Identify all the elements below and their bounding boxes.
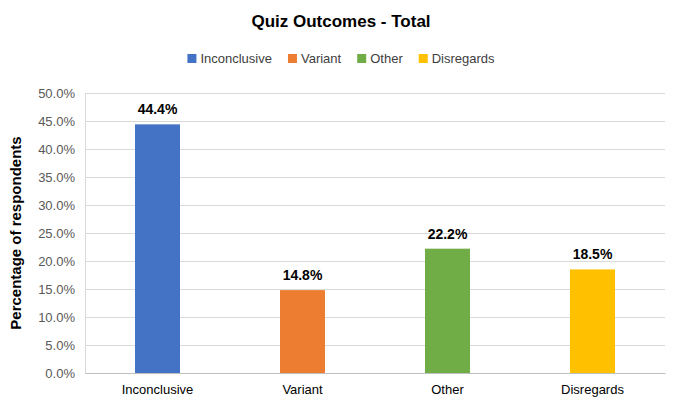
x-tick: Disregards — [561, 373, 624, 397]
y-tick-label: 50.0% — [38, 86, 75, 101]
y-tick-label: 35.0% — [38, 170, 75, 185]
bar — [425, 249, 470, 373]
x-tick-label: Disregards — [561, 382, 624, 397]
y-tick: 40.0% — [38, 142, 665, 157]
y-tick-label: 10.0% — [38, 310, 75, 325]
legend-swatch — [357, 54, 366, 63]
legend-label: Inconclusive — [200, 51, 272, 66]
y-axis-title: Percentage of respondents — [7, 136, 24, 329]
legend-swatch — [288, 54, 297, 63]
y-tick: 30.0% — [38, 198, 665, 213]
y-tick: 25.0% — [38, 226, 665, 241]
legend-item: Disregards — [419, 51, 495, 66]
x-tick-label: Inconclusive — [122, 382, 194, 397]
y-tick-label: 20.0% — [38, 254, 75, 269]
y-tick: 35.0% — [38, 170, 665, 185]
data-label: 14.8% — [283, 267, 323, 283]
data-labels: 44.4% 14.8% 22.2% 18.5% — [138, 101, 613, 283]
bar — [280, 290, 325, 373]
grid-line — [85, 121, 665, 122]
bar — [135, 124, 180, 373]
y-tick-label: 5.0% — [45, 338, 75, 353]
legend-label: Other — [370, 51, 403, 66]
y-tick-label: 15.0% — [38, 282, 75, 297]
y-tick-label: 0.0% — [45, 366, 75, 381]
y-axis: 0.0% 5.0% 10.0% 15.0% 20.0% 25.0% 30.0% 35.0% 40… — [38, 86, 665, 381]
bar — [570, 269, 615, 373]
grid-line — [85, 93, 665, 94]
y-tick-label: 40.0% — [38, 142, 75, 157]
grid-line — [85, 373, 665, 374]
legend-label: Variant — [301, 51, 342, 66]
x-tick-label: Other — [431, 382, 464, 397]
x-axis: Inconclusive Variant Other Disregards — [86, 373, 666, 397]
legend-swatch — [419, 54, 428, 63]
plot: 0.0% 5.0% 10.0% 15.0% 20.0% 25.0% 30.0% 35.0% 40… — [38, 86, 665, 398]
x-axis-line — [86, 373, 666, 374]
x-tick: Variant — [282, 373, 323, 397]
data-label: 44.4% — [138, 101, 178, 117]
y-tick-label: 45.0% — [38, 114, 75, 129]
legend-label: Disregards — [432, 51, 495, 66]
data-label: 18.5% — [573, 246, 613, 262]
legend-item: Variant — [288, 51, 342, 66]
x-tick: Other — [431, 373, 464, 397]
legend-item: Inconclusive — [187, 51, 272, 66]
chart: Quiz Outcomes - Total 0.0% 5.0% 10.0% 15.0% 2… — [0, 0, 682, 411]
legend: Inconclusive Variant Other Disregards — [187, 51, 495, 66]
title: Quiz Outcomes - Total — [251, 12, 430, 31]
legend-swatch — [187, 54, 196, 63]
y-tick-label: 25.0% — [38, 226, 75, 241]
x-tick: Inconclusive — [122, 373, 194, 397]
y-tick: 50.0% — [38, 86, 665, 101]
y-tick-label: 30.0% — [38, 198, 75, 213]
bars — [135, 124, 615, 373]
y-tick: 45.0% — [38, 114, 665, 129]
x-tick-label: Variant — [282, 382, 323, 397]
data-label: 22.2% — [428, 226, 468, 242]
y-tick: 20.0% — [38, 254, 665, 269]
legend-item: Other — [357, 51, 403, 66]
